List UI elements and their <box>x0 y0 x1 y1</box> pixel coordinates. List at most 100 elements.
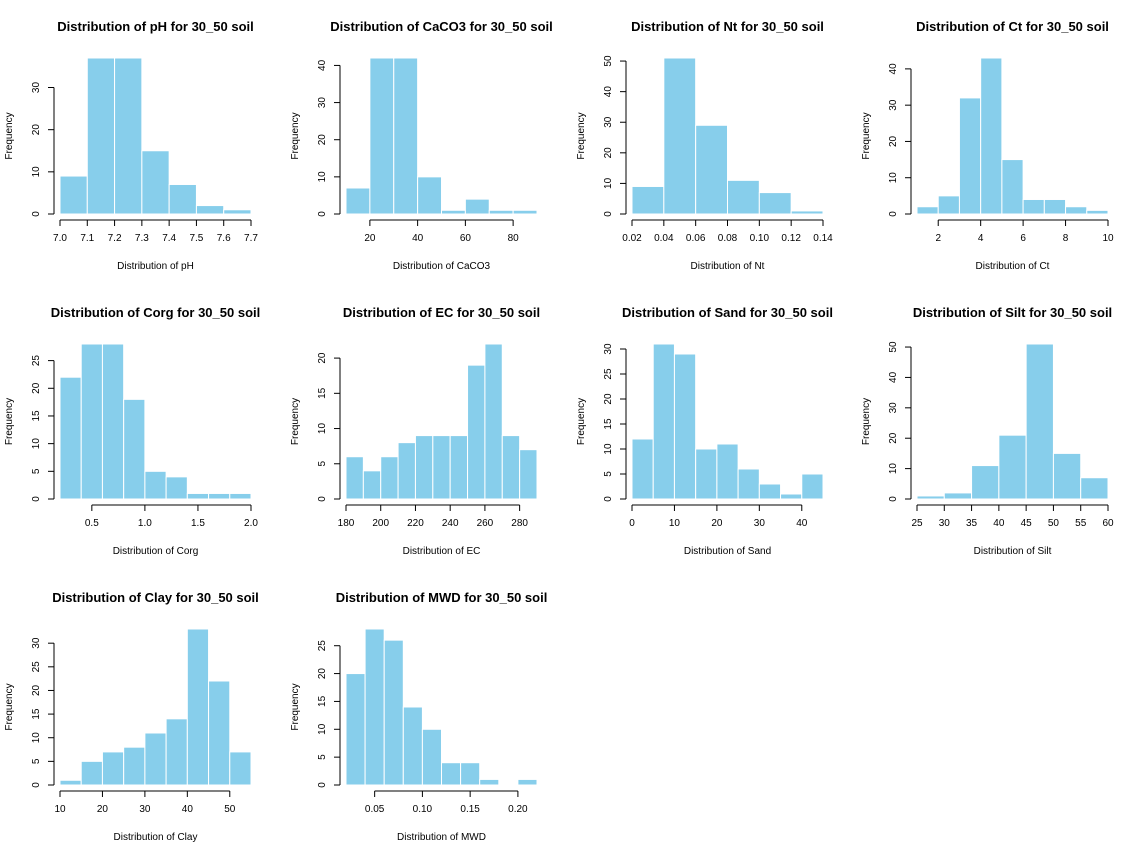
histogram-bar <box>165 718 188 786</box>
histogram-bar <box>1043 198 1067 215</box>
x-tick-label: 6 <box>1020 233 1026 244</box>
histogram-bar <box>393 57 419 215</box>
chart-title: Distribution of CaCO3 for 30_50 soil <box>330 19 553 34</box>
chart-title: Distribution of Clay for 30_50 soil <box>52 590 259 605</box>
y-tick-label: 5 <box>31 758 42 764</box>
histogram-bar <box>186 492 210 500</box>
histogram-bar <box>59 175 88 215</box>
y-tick-label: 5 <box>317 461 328 467</box>
y-tick-label: 10 <box>31 438 42 450</box>
histogram-bar <box>1080 477 1109 500</box>
x-tick-label: 80 <box>508 233 520 244</box>
x-tick-label: 1.0 <box>138 518 152 529</box>
x-tick-label: 180 <box>338 518 355 529</box>
x-axis-label: Distribution of Sand <box>684 546 771 557</box>
x-tick-label: 20 <box>97 804 109 815</box>
histogram-bar <box>421 728 442 786</box>
histogram-bar <box>758 192 792 215</box>
histogram-bar <box>86 57 116 215</box>
chart-title: Distribution of Ct for 30_50 soil <box>916 19 1109 34</box>
histogram-bar <box>512 209 538 215</box>
histogram-bar <box>464 198 490 215</box>
histogram-bar <box>417 176 443 215</box>
chart-title: Distribution of EC for 30_50 soil <box>343 305 540 320</box>
y-axis-label: Frequency <box>4 112 15 159</box>
histogram-panel-5: 0.5 1.0 1.5 2.0 0 5 10 15 20 25 Distribution of Co… <box>4 305 260 557</box>
histogram-bar <box>80 760 103 786</box>
histogram-panel-1: 7.0 7.1 7.2 7.3 7.4 7.5 7.6 7.7 0 10 20 30 Distribut… <box>4 19 258 272</box>
y-tick-label: 20 <box>888 135 899 147</box>
histogram-bar <box>101 343 125 500</box>
y-tick-label: 40 <box>603 86 614 98</box>
histogram-bar <box>441 762 462 786</box>
y-tick-label: 0 <box>603 496 614 502</box>
y-tick-label: 0 <box>31 782 42 788</box>
histogram-panel-2: 20 40 60 80 0 10 20 30 40 Distribution of CaCO3 f… <box>290 19 553 272</box>
y-tick-label: 20 <box>31 124 42 136</box>
histogram-bar <box>432 435 451 500</box>
histogram-bar <box>916 495 945 500</box>
histogram-bar <box>1086 209 1109 215</box>
histogram-bar <box>414 435 434 500</box>
y-tick-label: 0 <box>317 211 328 217</box>
x-tick-label: 7.2 <box>108 233 122 244</box>
histogram-bar <box>123 398 146 500</box>
histogram-bar <box>488 209 514 215</box>
histogram-bar <box>758 483 782 500</box>
histogram-bar <box>937 195 960 215</box>
histogram-bar <box>229 751 252 786</box>
x-tick-label: 8 <box>1063 233 1069 244</box>
histogram-bar <box>727 179 760 215</box>
histogram-bar <box>484 343 503 500</box>
x-tick-label: 0.20 <box>508 804 528 815</box>
histogram-bar <box>144 732 167 786</box>
histogram-bar <box>364 628 385 786</box>
histogram-bar <box>631 185 665 215</box>
histogram-bar <box>186 628 210 786</box>
y-tick-label: 25 <box>603 368 614 380</box>
histogram-bar <box>460 762 481 786</box>
x-tick-label: 7.3 <box>135 233 149 244</box>
y-tick-label: 20 <box>888 432 899 444</box>
y-tick-label: 0 <box>888 211 899 217</box>
y-tick-label: 10 <box>317 723 328 735</box>
histogram-bar <box>916 206 939 215</box>
y-axis-label: Frequency <box>4 683 15 730</box>
x-tick-label: 1.5 <box>191 518 205 529</box>
x-tick-label: 7.6 <box>217 233 231 244</box>
histogram-bar <box>59 376 82 500</box>
x-tick-label: 0.5 <box>85 518 99 529</box>
x-tick-label: 25 <box>911 518 923 529</box>
histogram-bar <box>652 343 675 500</box>
chart-title: Distribution of Silt for 30_50 soil <box>913 305 1112 320</box>
x-tick-label: 220 <box>407 518 424 529</box>
histogram-bar <box>479 778 500 786</box>
x-tick-label: 0.12 <box>781 233 801 244</box>
x-tick-label: 55 <box>1075 518 1087 529</box>
histogram-bar <box>958 97 982 215</box>
y-tick-label: 20 <box>603 147 614 159</box>
x-axis-label: Distribution of Silt <box>974 546 1052 557</box>
histogram-bar <box>631 438 654 500</box>
x-tick-label: 20 <box>364 233 376 244</box>
histogram-bar <box>345 187 371 215</box>
y-tick-label: 20 <box>31 382 42 394</box>
chart-title: Distribution of Sand for 30_50 soil <box>622 305 833 320</box>
histogram-bar <box>114 57 143 215</box>
x-tick-label: 10 <box>669 518 681 529</box>
histogram-bar <box>362 470 382 500</box>
histogram-bar <box>397 442 416 500</box>
histogram-bar <box>449 435 469 500</box>
y-tick-label: 50 <box>888 341 899 353</box>
y-tick-label: 0 <box>317 496 328 502</box>
y-tick-label: 30 <box>31 637 42 649</box>
y-tick-label: 15 <box>31 410 42 422</box>
y-tick-label: 20 <box>603 393 614 405</box>
histogram-bar <box>165 476 188 500</box>
chart-title: Distribution of pH for 30_50 soil <box>57 19 253 34</box>
histogram-bar <box>101 751 125 786</box>
x-tick-label: 7.4 <box>162 233 176 244</box>
y-tick-label: 20 <box>317 668 328 680</box>
y-tick-label: 10 <box>888 172 899 184</box>
histogram-bar <box>369 57 395 215</box>
